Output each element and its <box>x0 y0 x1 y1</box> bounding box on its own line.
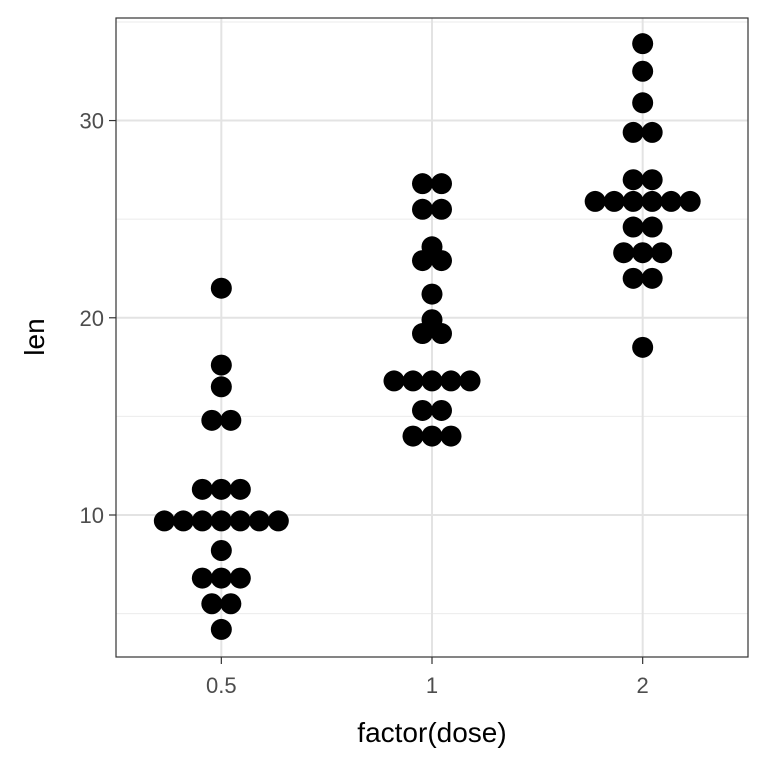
data-point <box>651 242 673 264</box>
data-point <box>421 425 443 447</box>
data-point <box>210 354 232 376</box>
data-point <box>210 478 232 500</box>
data-point <box>229 567 251 589</box>
data-point <box>220 409 242 431</box>
data-point <box>431 399 452 421</box>
data-point <box>220 593 242 615</box>
data-point <box>613 242 635 264</box>
data-point <box>421 236 443 258</box>
data-point <box>412 399 433 421</box>
y-tick-label: 10 <box>80 503 104 528</box>
data-point <box>412 173 433 195</box>
data-point <box>632 60 654 82</box>
x-axis-title: factor(dose) <box>357 717 506 748</box>
data-point <box>632 33 654 55</box>
data-point <box>412 198 433 220</box>
data-point <box>210 277 232 299</box>
data-point <box>641 121 663 143</box>
data-point <box>267 510 289 532</box>
data-point <box>459 370 481 392</box>
data-point <box>421 309 443 331</box>
data-point <box>641 267 663 289</box>
data-point <box>229 510 251 532</box>
data-point <box>191 567 213 589</box>
data-point <box>603 190 625 212</box>
x-tick-label: 2 <box>637 673 649 698</box>
data-point <box>622 169 644 191</box>
data-point <box>431 173 452 195</box>
data-point <box>191 478 213 500</box>
data-point <box>421 370 443 392</box>
data-point <box>632 242 654 264</box>
data-point <box>440 370 462 392</box>
data-point <box>210 618 232 640</box>
data-point <box>622 190 644 212</box>
data-point <box>660 190 682 212</box>
data-point <box>632 336 654 358</box>
data-point <box>191 510 213 532</box>
data-points <box>153 33 701 640</box>
data-point <box>431 198 452 220</box>
data-point <box>201 409 223 431</box>
data-point <box>201 593 223 615</box>
data-point <box>402 370 424 392</box>
data-point <box>440 425 462 447</box>
data-point <box>421 283 443 305</box>
data-point <box>402 425 424 447</box>
y-tick-label: 20 <box>80 306 104 331</box>
data-point <box>210 540 232 561</box>
data-point <box>584 190 606 212</box>
data-point <box>383 370 405 392</box>
x-axis: 0.5 1 2 <box>206 657 649 698</box>
data-point <box>641 190 663 212</box>
data-point <box>622 216 644 238</box>
data-point <box>622 121 644 143</box>
data-point <box>210 376 232 398</box>
data-point <box>622 267 644 289</box>
y-axis: 10 20 30 <box>80 109 116 528</box>
data-point <box>641 169 663 191</box>
data-point <box>153 510 175 532</box>
data-point <box>172 510 194 532</box>
x-tick-label: 0.5 <box>206 673 237 698</box>
y-axis-title: len <box>19 318 50 355</box>
data-point <box>210 510 232 532</box>
data-point <box>248 510 270 532</box>
y-tick-label: 30 <box>80 109 104 134</box>
data-point <box>641 216 663 238</box>
data-point <box>229 478 251 500</box>
x-tick-label: 1 <box>426 673 438 698</box>
data-point <box>632 92 654 114</box>
data-point <box>679 190 701 212</box>
data-point <box>210 567 232 589</box>
